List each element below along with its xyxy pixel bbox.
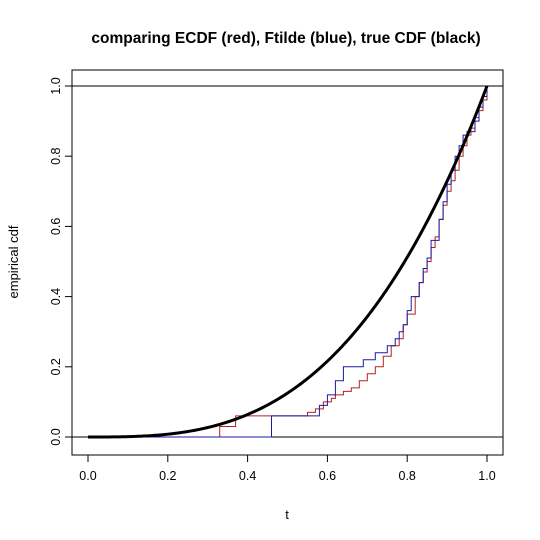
x-tick-label: 0.6: [319, 469, 336, 483]
plot-frame: [71, 69, 504, 456]
x-tick-label: 1.0: [478, 469, 495, 483]
true_cdf-curve: [88, 85, 489, 439]
x-axis-ticks: 0.0 0.2 0.4 0.6 0.8 1.0: [79, 455, 496, 483]
y-tick-label: 0.6: [49, 218, 63, 235]
y-tick-label: 0.2: [49, 358, 63, 375]
y-tick-label: 0.4: [49, 288, 63, 305]
x-tick-label: 0.4: [239, 469, 256, 483]
series-layer: [88, 85, 489, 439]
reference-lines: [72, 85, 503, 438]
y-axis-ticks: 0.0 0.2 0.4 0.6 0.8 1.0: [49, 77, 72, 446]
ftilde-step-line: [88, 86, 488, 438]
y-tick-label: 1.0: [49, 77, 63, 94]
x-tick-label: 0.8: [399, 469, 416, 483]
x-axis-label: t: [285, 507, 289, 522]
y-axis-label: empirical cdf: [6, 225, 21, 298]
x-tick-label: 0.0: [79, 469, 96, 483]
y-tick-label: 0.0: [49, 428, 63, 445]
x-tick-label: 0.2: [159, 469, 176, 483]
chart-title: comparing ECDF (red), Ftilde (blue), tru…: [91, 30, 480, 47]
y-tick-label: 0.8: [49, 147, 63, 164]
